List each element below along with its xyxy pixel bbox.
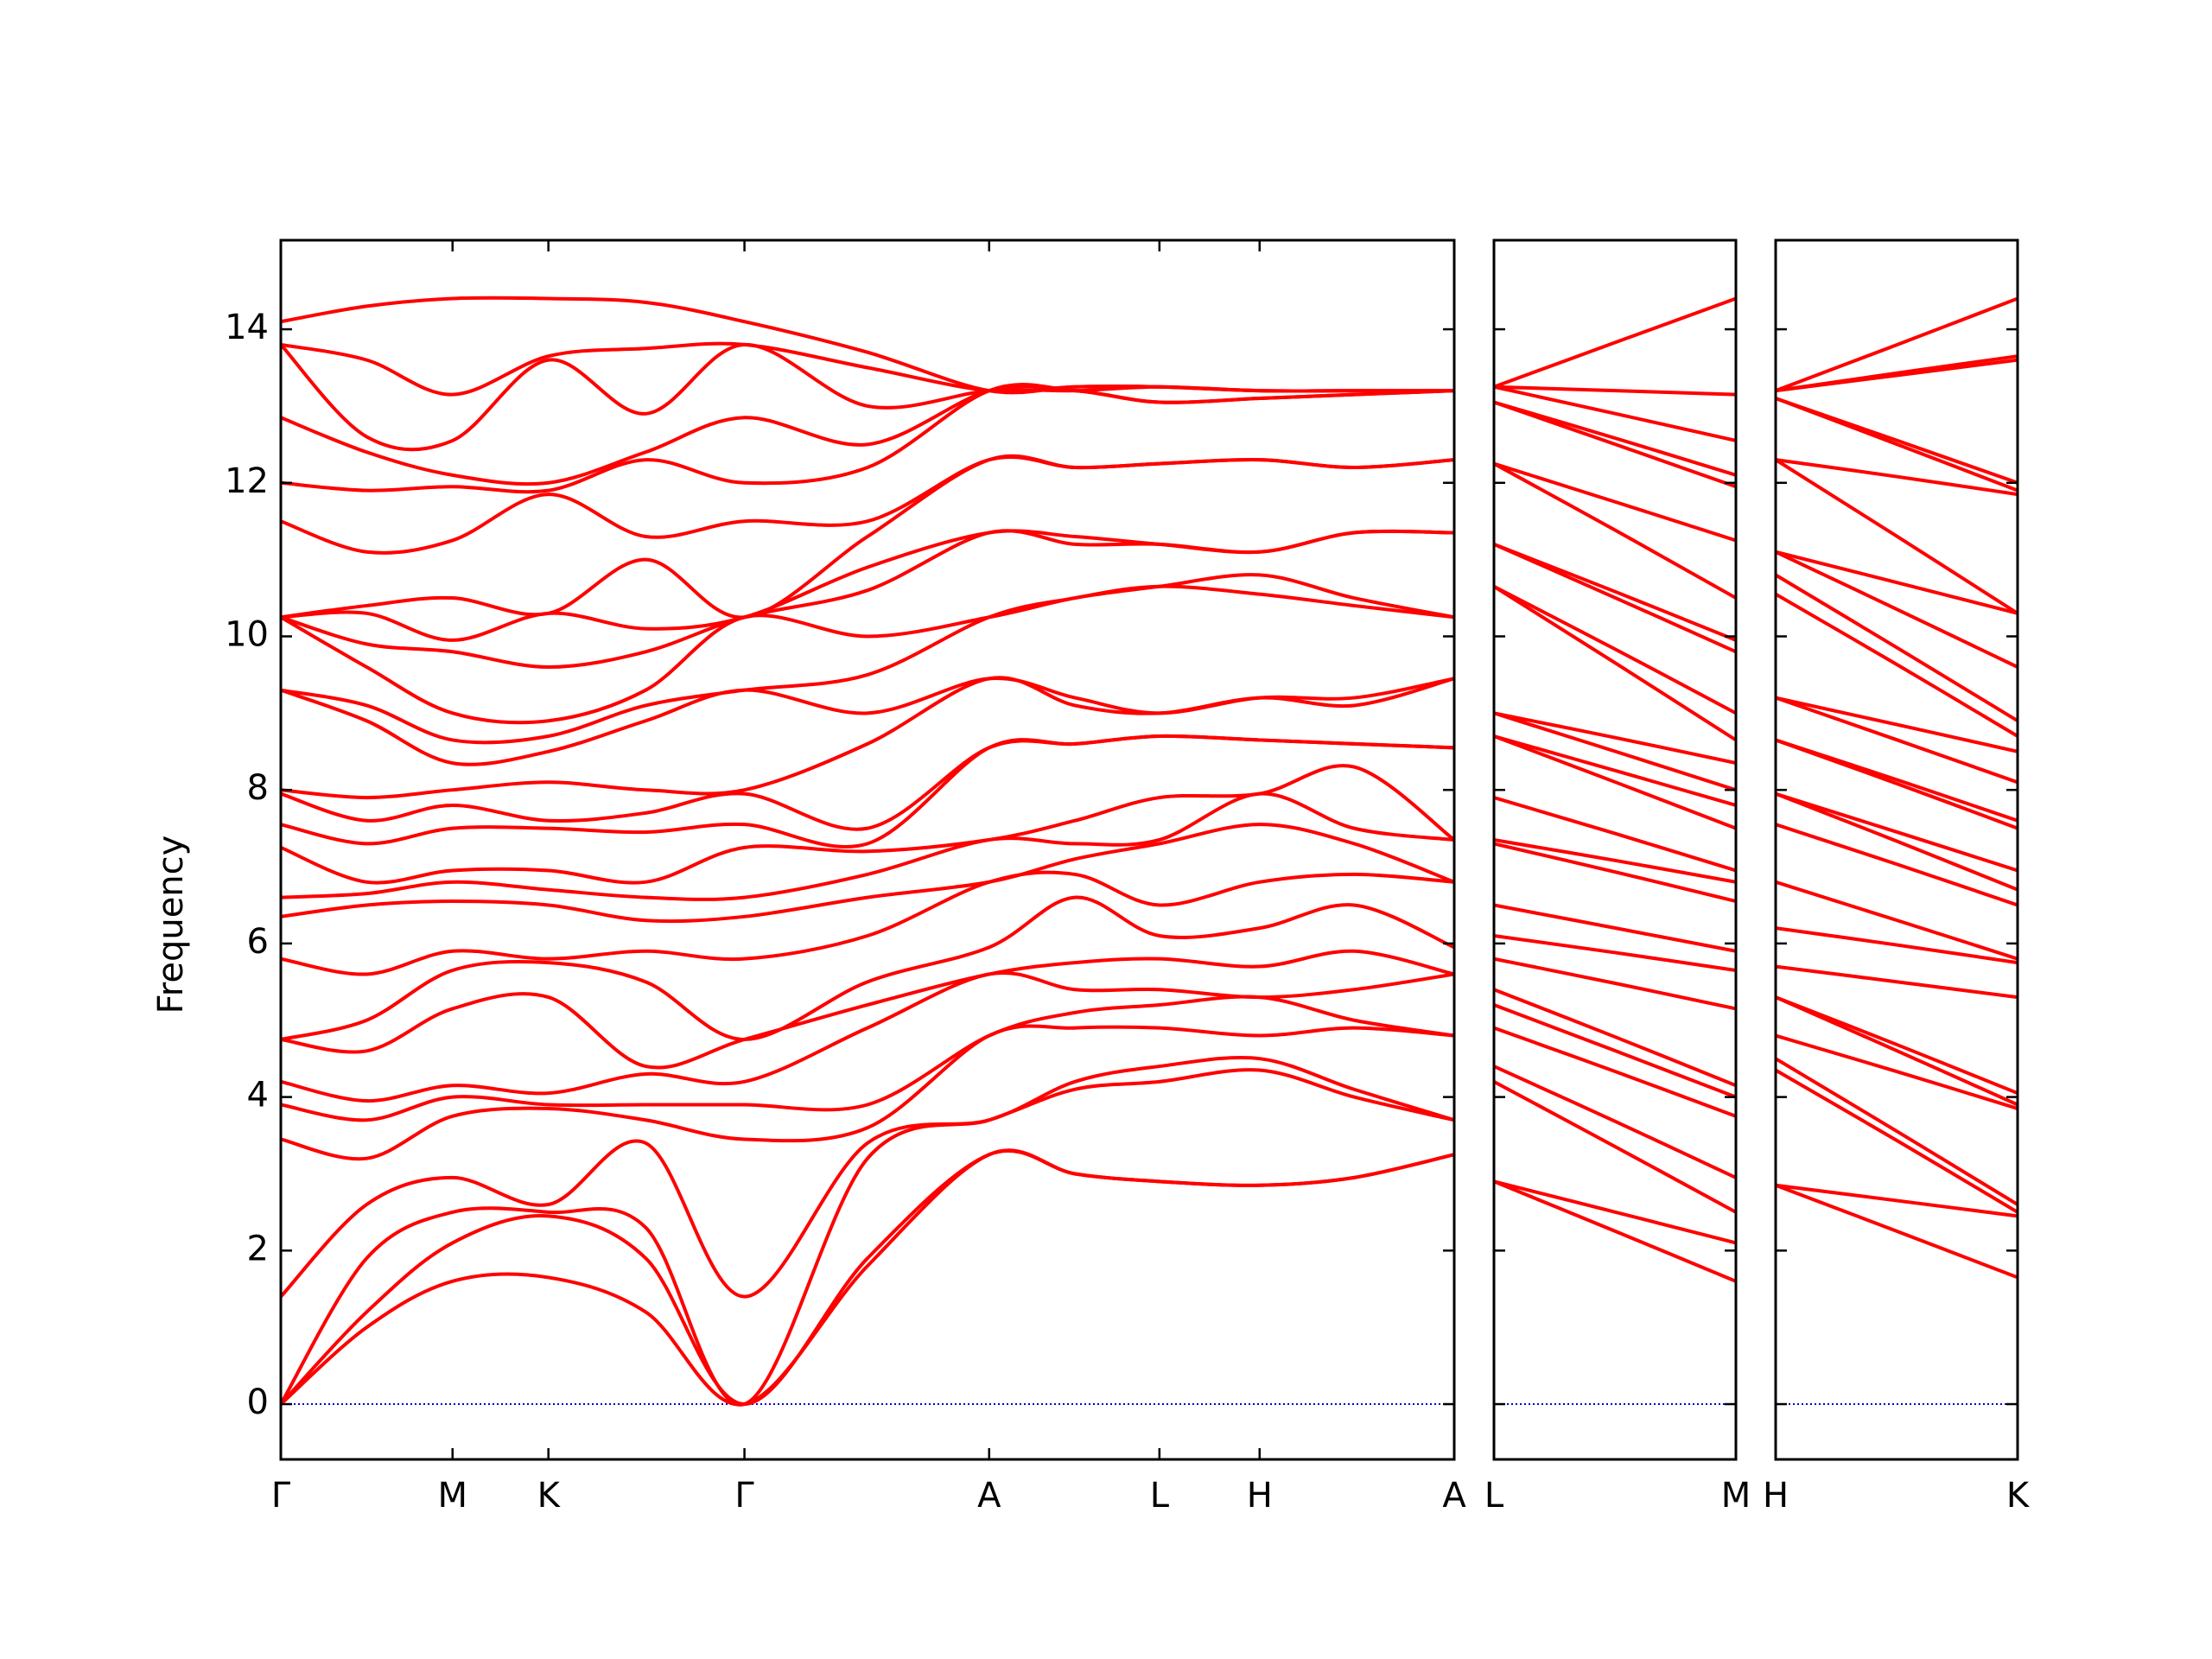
band-line bbox=[1494, 734, 1736, 807]
band-line bbox=[1776, 823, 2018, 907]
x-tick-label: Γ bbox=[271, 1476, 291, 1516]
band-line bbox=[1776, 550, 2018, 615]
band-line bbox=[1776, 995, 2018, 1096]
band-line bbox=[1776, 573, 2018, 722]
y-tick-label: 14 bbox=[225, 308, 269, 347]
band-line bbox=[1494, 837, 1736, 884]
band-line bbox=[1776, 1057, 2018, 1206]
band-line bbox=[1494, 400, 1736, 477]
band-line bbox=[1494, 1080, 1736, 1214]
band-line bbox=[1494, 385, 1736, 397]
band-line bbox=[1776, 458, 2018, 497]
band-line bbox=[281, 677, 1454, 766]
band-line bbox=[1494, 585, 1736, 742]
band-line bbox=[1776, 926, 2018, 965]
band-line bbox=[1494, 584, 1736, 715]
band-line bbox=[1494, 385, 1736, 442]
band-line bbox=[1494, 711, 1736, 766]
x-tick-label: L bbox=[1484, 1476, 1504, 1516]
band-line bbox=[281, 971, 1454, 1103]
band-line bbox=[1494, 734, 1736, 830]
band-line bbox=[1494, 903, 1736, 953]
band-line bbox=[1494, 296, 1736, 389]
band-line bbox=[1494, 988, 1736, 1088]
band-line bbox=[281, 1024, 1454, 1161]
band-line bbox=[281, 870, 1454, 976]
band-line bbox=[1776, 1068, 2018, 1214]
band-line bbox=[1494, 461, 1736, 543]
band-line bbox=[1494, 1065, 1736, 1179]
band-line bbox=[1494, 796, 1736, 873]
band-line bbox=[1494, 934, 1736, 972]
band-line bbox=[281, 1055, 1454, 1299]
band-line bbox=[281, 584, 1454, 745]
band-line bbox=[281, 529, 1454, 642]
y-tick-label: 8 bbox=[247, 768, 269, 808]
x-tick-label: L bbox=[1150, 1476, 1170, 1516]
band-line bbox=[1776, 397, 2018, 485]
band-line bbox=[281, 895, 1454, 1041]
band-line bbox=[1494, 1179, 1736, 1245]
x-tick-label: H bbox=[1763, 1476, 1789, 1516]
band-line bbox=[1776, 1183, 2018, 1280]
x-tick-label: M bbox=[1721, 1476, 1751, 1516]
band-line bbox=[1494, 1179, 1736, 1283]
band-line bbox=[281, 734, 1454, 831]
y-tick-label: 0 bbox=[247, 1382, 269, 1422]
band-line bbox=[1494, 957, 1736, 1011]
band-line bbox=[1776, 1033, 2018, 1110]
band-line bbox=[1776, 458, 2018, 615]
band-line bbox=[1776, 550, 2018, 669]
band-line bbox=[1494, 1026, 1736, 1118]
band-line bbox=[1776, 791, 2018, 873]
band-line bbox=[1776, 592, 2018, 738]
x-tick-label: Γ bbox=[734, 1476, 754, 1516]
band-line bbox=[281, 823, 1454, 924]
plot-frame bbox=[279, 238, 1456, 1461]
plot-frame bbox=[1492, 238, 1738, 1461]
band-line bbox=[1776, 791, 2018, 892]
x-tick-label: K bbox=[537, 1476, 562, 1516]
band-line bbox=[1776, 964, 2018, 1000]
band-line bbox=[281, 1148, 1454, 1407]
band-line bbox=[1494, 542, 1736, 642]
y-tick-label: 12 bbox=[225, 461, 269, 501]
band-line bbox=[1776, 296, 2018, 393]
y-tick-label: 2 bbox=[247, 1229, 269, 1268]
band-line bbox=[281, 455, 1454, 555]
band-line bbox=[281, 385, 1454, 486]
x-tick-label: A bbox=[1442, 1476, 1466, 1516]
band-line bbox=[281, 1068, 1454, 1407]
x-tick-label: H bbox=[1247, 1476, 1273, 1516]
band-line bbox=[281, 764, 1454, 885]
x-tick-label: K bbox=[2006, 1476, 2031, 1516]
band-line bbox=[1776, 880, 2018, 961]
band-line bbox=[1494, 461, 1736, 600]
band-line bbox=[1776, 696, 2018, 753]
plot-frame bbox=[1774, 238, 2019, 1461]
x-tick-label: A bbox=[977, 1476, 1001, 1516]
band-line bbox=[281, 949, 1454, 1070]
band-line bbox=[1494, 711, 1736, 792]
band-line bbox=[281, 573, 1454, 725]
y-tick-label: 4 bbox=[247, 1076, 269, 1116]
band-line bbox=[281, 296, 1454, 395]
x-tick-label: M bbox=[437, 1476, 467, 1516]
band-line bbox=[1494, 1003, 1736, 1099]
band-line bbox=[1776, 738, 2018, 823]
band-line bbox=[1776, 354, 2018, 393]
y-tick-label: 10 bbox=[225, 614, 269, 654]
band-line bbox=[1776, 1183, 2018, 1218]
band-line bbox=[1776, 696, 2018, 785]
y-tick-label: 6 bbox=[247, 922, 269, 962]
band-line bbox=[1494, 842, 1736, 903]
y-axis-label: Frequency bbox=[151, 836, 191, 1014]
